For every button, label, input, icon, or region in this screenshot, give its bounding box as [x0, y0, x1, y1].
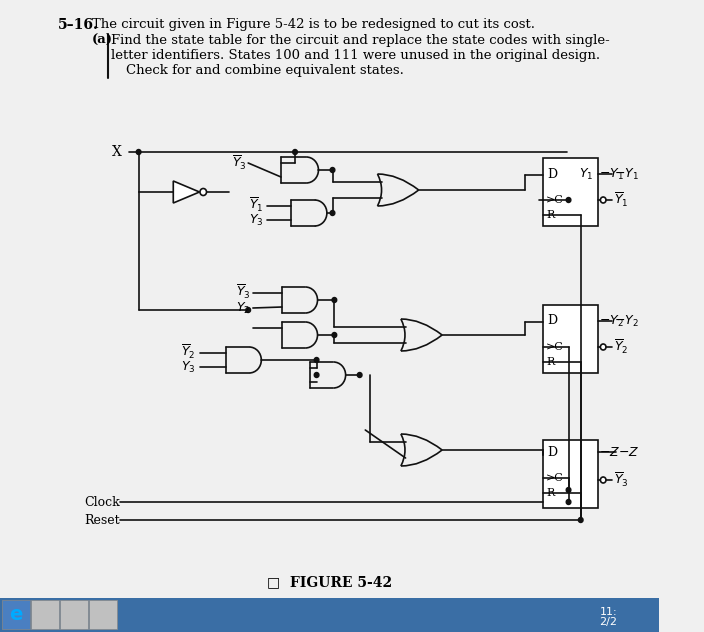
Circle shape: [332, 332, 337, 337]
Circle shape: [566, 487, 571, 492]
Text: $\overline{Y}_2$: $\overline{Y}_2$: [181, 343, 195, 361]
Text: 2/2: 2/2: [599, 617, 617, 627]
Bar: [0, 600, 660, 632]
Circle shape: [314, 358, 319, 363]
Text: >C: >C: [546, 195, 564, 205]
Text: Find the state table for the circuit and replace the state codes with single-: Find the state table for the circuit and…: [111, 34, 609, 47]
Text: $\overline{Y}_2$: $\overline{Y}_2$: [613, 338, 628, 356]
Text: $-Z$: $-Z$: [618, 446, 639, 458]
Bar: [543, 305, 598, 373]
Circle shape: [137, 150, 141, 154]
Text: e: e: [9, 605, 23, 624]
Circle shape: [566, 197, 571, 202]
Circle shape: [332, 298, 337, 303]
Text: 11:: 11:: [599, 607, 617, 617]
Polygon shape: [173, 181, 199, 203]
Text: X: X: [112, 145, 122, 159]
Circle shape: [566, 499, 571, 504]
Text: □  FIGURE 5-42: □ FIGURE 5-42: [267, 575, 392, 589]
Text: letter identifiers. States 100 and 111 were unused in the original design.: letter identifiers. States 100 and 111 w…: [111, 49, 600, 62]
Text: >C: >C: [546, 342, 564, 352]
Circle shape: [200, 188, 206, 195]
Bar: [543, 158, 598, 226]
Bar: [60, 600, 88, 629]
Text: Reset: Reset: [84, 513, 120, 526]
Text: R: R: [546, 488, 554, 498]
Circle shape: [601, 344, 606, 350]
Circle shape: [246, 308, 251, 312]
Circle shape: [330, 167, 335, 173]
Text: $Y_1$: $Y_1$: [579, 166, 594, 181]
Text: >C: >C: [546, 473, 564, 483]
Bar: [89, 600, 117, 629]
Text: $Y_3$: $Y_3$: [249, 212, 264, 228]
Text: $-Y_2$: $-Y_2$: [613, 313, 639, 329]
Bar: [2, 600, 30, 629]
Text: D: D: [547, 167, 557, 181]
Text: D: D: [547, 446, 557, 458]
Text: $\overline{Y}_3$: $\overline{Y}_3$: [613, 471, 628, 489]
Text: Check for and combine equivalent states.: Check for and combine equivalent states.: [125, 64, 403, 77]
Text: $\overline{Y}_1$: $\overline{Y}_1$: [249, 196, 263, 214]
Circle shape: [314, 372, 319, 377]
Text: The circuit given in Figure 5-42 is to be redesigned to cut its cost.: The circuit given in Figure 5-42 is to b…: [92, 18, 535, 31]
Text: R: R: [546, 357, 554, 367]
Circle shape: [358, 372, 362, 377]
Text: $-Y_1$: $-Y_1$: [613, 166, 639, 181]
Text: $Y_3$: $Y_3$: [181, 360, 195, 375]
Text: $\overline{Y}_3$: $\overline{Y}_3$: [232, 154, 247, 172]
Text: $Y_2$: $Y_2$: [236, 300, 251, 315]
Text: R: R: [546, 210, 554, 220]
Text: Clock: Clock: [84, 495, 120, 509]
Text: $-Y_2$: $-Y_2$: [599, 313, 624, 329]
Bar: [0, 600, 660, 632]
Bar: [31, 600, 59, 629]
Text: $\overline{Y}_3$: $\overline{Y}_3$: [236, 283, 251, 301]
Text: 5–16.: 5–16.: [58, 18, 99, 32]
Circle shape: [601, 197, 606, 203]
Circle shape: [293, 150, 297, 154]
Circle shape: [330, 210, 335, 216]
Text: $-Y_1$: $-Y_1$: [599, 166, 624, 181]
Circle shape: [601, 477, 606, 483]
Bar: [543, 440, 598, 508]
Text: D: D: [547, 315, 557, 327]
Bar: [0, 598, 660, 632]
Text: (a): (a): [92, 34, 113, 47]
Text: $-Z$: $-Z$: [599, 446, 621, 458]
Circle shape: [579, 518, 583, 523]
Text: $\overline{Y}_1$: $\overline{Y}_1$: [613, 191, 628, 209]
